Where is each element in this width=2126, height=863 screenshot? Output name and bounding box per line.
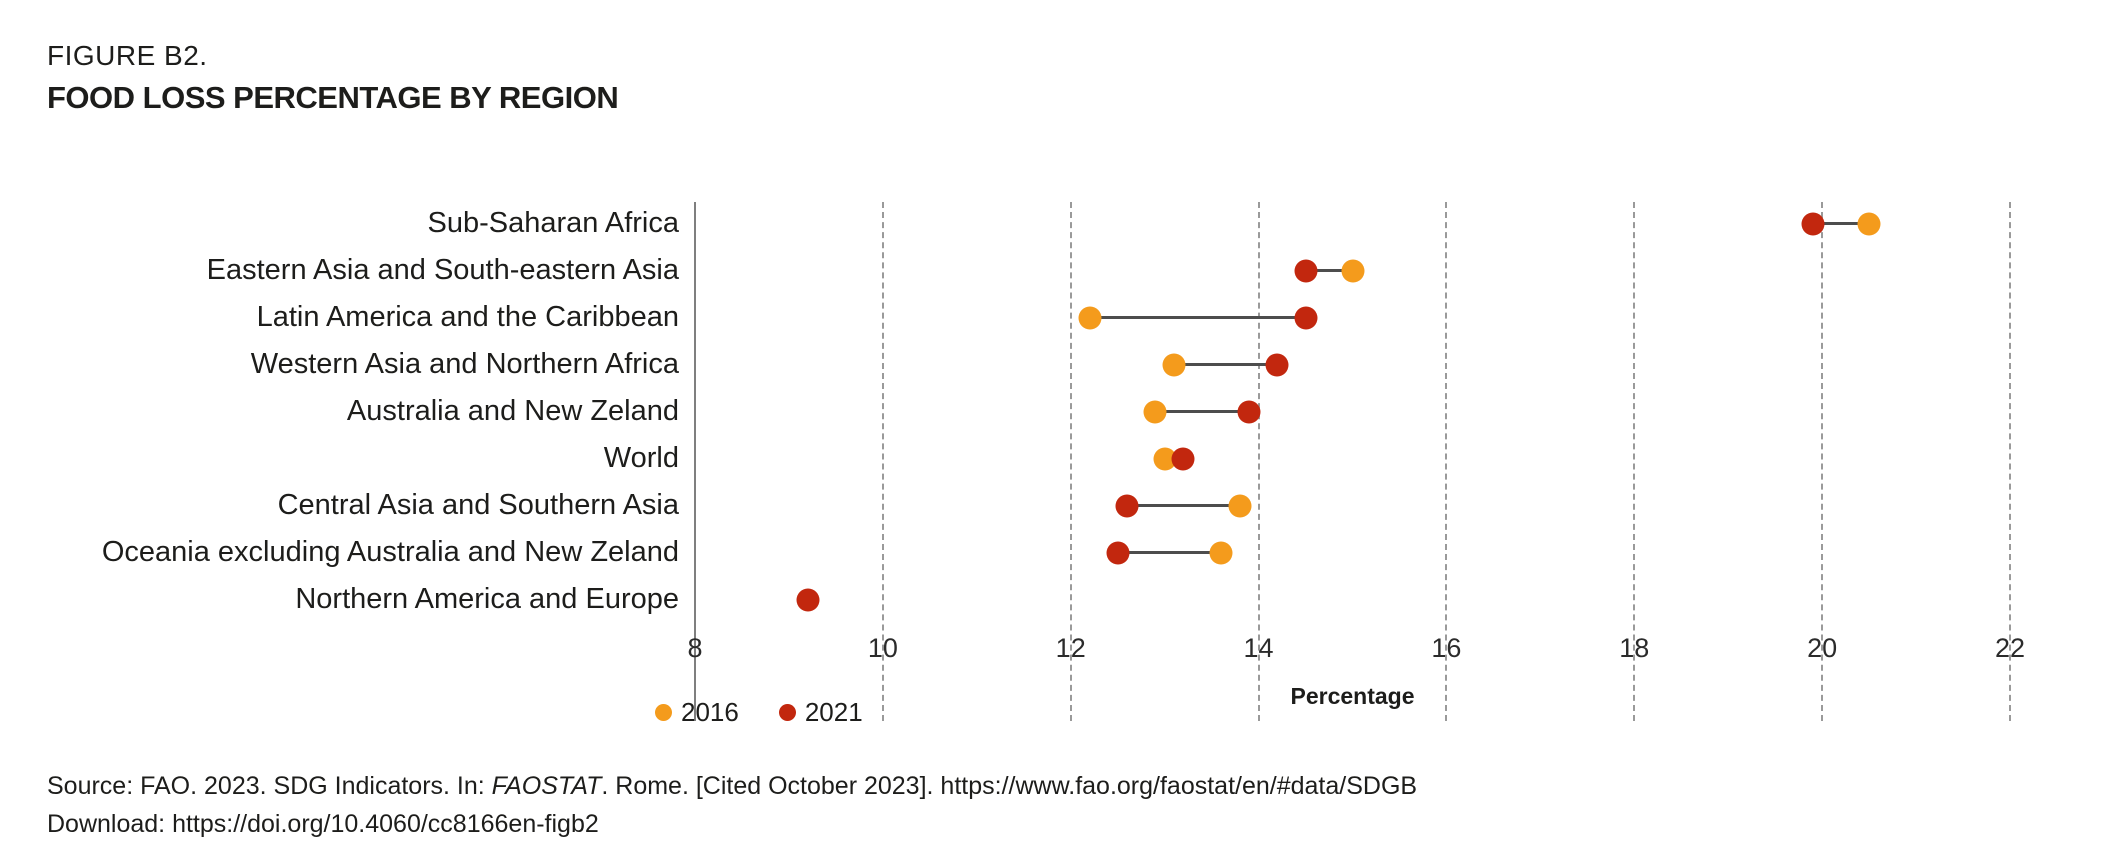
x-tick-label: 18: [1619, 633, 1650, 663]
dot-2016: [1209, 541, 1233, 564]
dot-2016: [1078, 306, 1101, 329]
x-tick-label: 8: [687, 633, 703, 663]
row-track: [695, 294, 2010, 341]
dot-2016: [1153, 447, 1177, 470]
connector-line: [1305, 269, 1353, 272]
chart: Sub-Saharan Africa Eastern Asia and South…: [47, 200, 2025, 735]
row-track: [695, 341, 2010, 388]
source-text-italic: FAOSTAT: [491, 772, 602, 800]
dot-2016: [1162, 353, 1186, 376]
dot-2021: [796, 588, 820, 611]
dot-2016: [1341, 259, 1364, 282]
legend-item-2021: 2021: [778, 697, 863, 728]
row-track: [695, 247, 2010, 294]
category-label: Northern America and Europe: [295, 583, 679, 615]
figure-page: FIGURE B2. FOOD LOSS PERCENTAGE BY REGIO…: [47, 36, 2126, 843]
legend-item-2016: 2016: [655, 697, 739, 728]
x-tick-label: 10: [867, 633, 898, 663]
legend: 2016 2021: [655, 697, 863, 728]
chart-row: Australia and New Zeland: [47, 388, 2010, 435]
connector-line: [1174, 363, 1278, 366]
figure-label: FIGURE B2.: [47, 40, 208, 71]
connector-line: [1089, 316, 1306, 319]
category-label: Western Asia and Northern Africa: [250, 348, 679, 380]
figure-title: FOOD LOSS PERCENTAGE BY REGION: [47, 80, 619, 115]
dot-2016: [1228, 494, 1252, 517]
legend-label: 2021: [804, 697, 863, 727]
chart-rows: Sub-Saharan Africa Eastern Asia and South…: [47, 200, 2010, 623]
source-text-suffix: . Rome. [Cited October 2023]. https://ww…: [601, 772, 1418, 800]
category-label: Oceania excluding Australia and New Zela…: [101, 536, 679, 568]
x-tick-label: 14: [1243, 633, 1274, 663]
x-tick-label: 12: [1055, 633, 1086, 663]
chart-row: Northern America and Europe: [47, 576, 2010, 623]
source-text-prefix: Source: FAO. 2023. SDG Indicators. In:: [47, 772, 492, 800]
chart-row: Oceania excluding Australia and New Zela…: [47, 529, 2010, 576]
chart-row: Sub-Saharan Africa: [47, 200, 2010, 247]
chart-row: Western Asia and Northern Africa: [47, 341, 2010, 388]
legend-dot-icon: [778, 704, 796, 721]
dot-2021: [1115, 494, 1139, 517]
connector-line: [1155, 410, 1250, 413]
category-label: Australia and New Zeland: [346, 395, 679, 427]
category-label: Eastern Asia and South-eastern Asia: [206, 254, 679, 286]
x-axis: 8 10 12 14 16 18 20 22: [687, 627, 2025, 669]
chart-row: Latin America and the Caribbean: [47, 294, 2010, 341]
x-tick-label: 22: [1994, 633, 2026, 663]
row-track: [695, 200, 2010, 247]
category-label: Central Asia and Southern Asia: [277, 489, 679, 521]
x-tick-label: 20: [1807, 633, 1838, 663]
chart-row: Central Asia and Southern Asia: [47, 482, 2010, 529]
dot-2021: [1106, 541, 1130, 564]
dot-2016: [1857, 212, 1881, 235]
category-label: World: [603, 442, 679, 474]
dot-2021: [1265, 353, 1289, 376]
row-track: [695, 482, 2010, 529]
connector-line: [1812, 222, 1870, 225]
legend-label: 2016: [681, 697, 739, 727]
download-line: Download: https://doi.org/10.4060/cc8166…: [47, 810, 599, 838]
category-label: Latin America and the Caribbean: [256, 301, 679, 333]
chart-row: World: [47, 435, 2010, 482]
row-track: [695, 388, 2010, 435]
source-line: Source: FAO. 2023. SDG Indicators. In: F…: [47, 767, 2126, 805]
dot-2021: [1237, 400, 1261, 423]
row-track: [695, 435, 2010, 482]
dot-2021: [1294, 259, 1318, 282]
legend-dot-icon: [655, 704, 672, 721]
x-axis-label: Percentage: [1290, 683, 1415, 709]
category-label: Sub-Saharan Africa: [427, 207, 679, 239]
chart-row: Eastern Asia and South-eastern Asia: [47, 247, 2010, 294]
source-block: Source: FAO. 2023. SDG Indicators. In: F…: [47, 767, 2126, 843]
dot-2021: [1171, 447, 1195, 470]
dot-2021: [1294, 306, 1318, 329]
axis-caption-row: Percentage 2016 2021: [47, 683, 2010, 735]
dot-2016: [1143, 400, 1167, 423]
figure-header: FIGURE B2. FOOD LOSS PERCENTAGE BY REGIO…: [47, 36, 2126, 120]
connector-line: [1117, 551, 1221, 554]
row-track: [695, 576, 2010, 623]
x-tick-label: 16: [1431, 633, 1462, 663]
connector-line: [1127, 504, 1240, 507]
row-track: [695, 529, 2010, 576]
dot-2021: [1801, 212, 1825, 235]
x-axis-label-wrap: Percentage: [695, 683, 2010, 710]
